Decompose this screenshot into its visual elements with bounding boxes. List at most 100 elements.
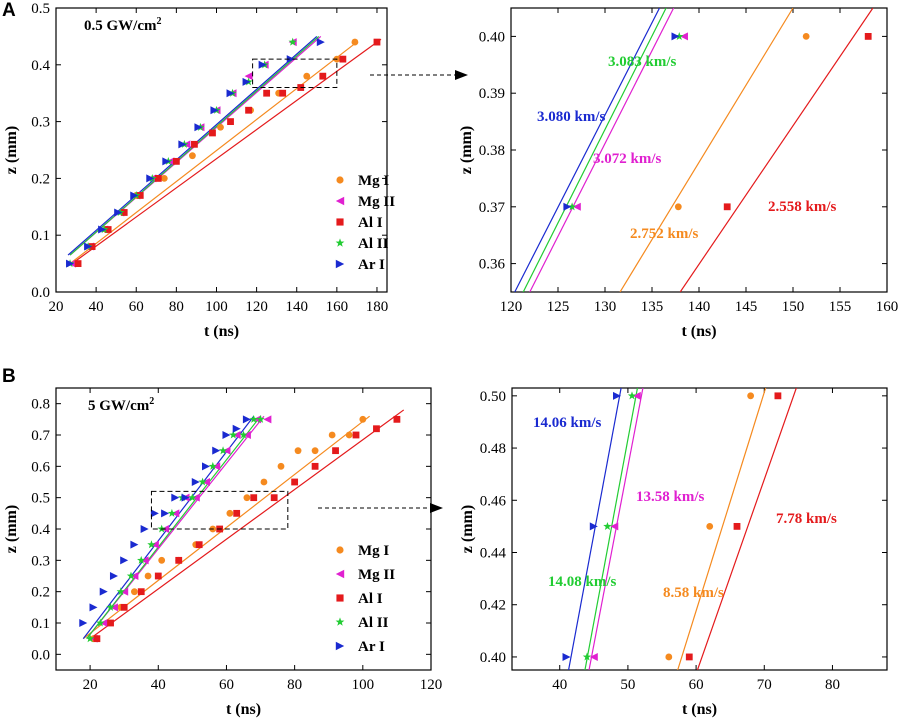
point-ar-i: [178, 140, 187, 149]
x-tick-label: 130: [594, 299, 617, 315]
point-mg-i: [706, 522, 714, 530]
x-tick-label: 120: [420, 677, 443, 693]
y-tick-label: 0.36: [479, 257, 506, 273]
point-mg-i: [160, 175, 168, 182]
x-tick-label: 40: [151, 677, 166, 693]
point-al-i: [373, 425, 380, 433]
point-al-i: [104, 226, 112, 233]
intensity-superscript: 2: [157, 16, 162, 27]
point-al-ii: [567, 202, 577, 211]
point-al-ii: [603, 521, 612, 530]
legend-marker-al-ii: [335, 617, 345, 626]
point-ar-i: [99, 587, 108, 596]
y-tick-label: 0.46: [480, 493, 507, 509]
point-al-ii: [288, 37, 297, 46]
point-ar-i: [613, 391, 621, 400]
y-tick-label: 0.5: [31, 491, 50, 507]
point-al-i: [120, 209, 128, 216]
velocity-label-al-i: 2.558 km/s: [768, 199, 837, 215]
legend-marker-ar-i: [335, 641, 345, 651]
point-al-i: [107, 619, 114, 627]
point-al-i: [195, 541, 203, 549]
point-ar-i: [89, 603, 98, 612]
legend-marker-mg-i: [336, 176, 344, 184]
panel-label-a: A: [2, 0, 16, 21]
legend-marker-mg-ii: [335, 569, 345, 579]
x-tick-label: 145: [735, 299, 758, 315]
point-ar-i: [242, 415, 251, 424]
y-tick-label: 0.8: [31, 397, 50, 413]
point-mg-i: [294, 447, 302, 455]
point-al-ii: [208, 461, 217, 470]
data-points: [563, 32, 872, 211]
point-mg-ii: [99, 619, 108, 627]
plot-frame: [511, 387, 888, 671]
legend: Mg I Mg II Al I Al II Ar I: [335, 543, 395, 655]
point-al-i: [685, 653, 693, 661]
y-tick-label: 0.42: [480, 598, 506, 614]
point-mg-ii: [263, 415, 272, 424]
y-axis-label: z (mm): [3, 505, 20, 553]
legend-label-ar-i: Ar I: [358, 257, 385, 273]
y-tick-label: 0.6: [31, 459, 50, 475]
point-mg-i: [359, 415, 367, 423]
fit-line-ar-i: [568, 388, 622, 670]
chart-b-zoom: 40 50 60 70 80 0.40 0.42 0.44 0.46 0.48 0.50 t (ns)…: [459, 387, 888, 718]
fit-line-mg-ii: [529, 8, 675, 292]
fit-line-mg-i: [69, 41, 358, 265]
legend-label-al-ii: Al II: [358, 615, 389, 631]
point-ar-i: [286, 55, 295, 64]
point-mg-i: [158, 556, 166, 564]
chart-a-zoom: 120 125 130 135 140 145 150 155 160 0.36 0.37 0.38 0…: [458, 7, 898, 340]
y-tick-label: 0.2: [31, 585, 50, 601]
point-ar-i: [589, 522, 598, 531]
x-tick-label: 120: [500, 299, 523, 315]
y-tick-label: 0.3: [31, 115, 50, 131]
velocity-label-ar-i: 3.080 km/s: [537, 109, 606, 125]
point-ar-i: [120, 556, 129, 565]
point-ar-i: [79, 619, 88, 627]
point-al-i: [120, 603, 128, 611]
point-al-i: [245, 106, 252, 114]
point-ar-i: [563, 202, 572, 211]
point-al-i: [233, 509, 241, 517]
y-tick-label: 0.50: [480, 389, 506, 405]
fit-lines: [568, 388, 797, 670]
intensity-label: 5 GW/cm2: [88, 396, 154, 414]
point-al-i: [311, 462, 319, 470]
point-mg-i: [217, 123, 224, 131]
point-ar-i: [140, 525, 149, 533]
y-axis-label: z (mm): [458, 126, 475, 174]
point-al-ii: [147, 540, 156, 549]
intensity-superscript: 2: [149, 396, 154, 407]
y-tick-label: 0.1: [31, 228, 50, 244]
point-ar-i: [222, 431, 231, 439]
legend-marker-mg-ii: [335, 196, 345, 206]
point-al-ii: [256, 414, 265, 423]
point-mg-i: [665, 653, 673, 661]
point-mg-i: [226, 509, 234, 517]
zoom-box: [252, 58, 338, 89]
chart-b-main: 20 40 60 80 100 120 0.0 0.1 0.2 0.3 0.4 0.5 0.6 0.7 0.…: [3, 387, 443, 718]
point-mg-i: [277, 462, 285, 470]
plot-frame: [510, 7, 888, 293]
x-tick-label: 40: [552, 677, 567, 693]
point-al-i: [154, 572, 162, 580]
x-tick-label: 140: [285, 299, 308, 315]
intensity-label: 0.5 GW/cm2: [84, 16, 162, 34]
fit-line-al-i: [679, 8, 874, 292]
point-ar-i: [162, 157, 171, 166]
chart-a-main: 20 40 60 80 100 120 140 160 180 0.0 0.1 0.2 0.3 0.4 0.…: [3, 1, 395, 340]
x-tick-label: 40: [89, 299, 104, 315]
point-al-i: [172, 157, 180, 165]
plot-frame: [55, 7, 388, 293]
x-tick-label: 140: [688, 299, 711, 315]
point-ar-i: [671, 32, 680, 41]
fit-line-mg-i: [619, 8, 794, 292]
point-mg-ii: [242, 431, 251, 439]
y-tick-label: 0.3: [31, 553, 50, 569]
point-al-i: [270, 494, 278, 502]
y-tick-label: 0.4: [31, 58, 50, 74]
y-axis-label: z (mm): [3, 126, 20, 174]
